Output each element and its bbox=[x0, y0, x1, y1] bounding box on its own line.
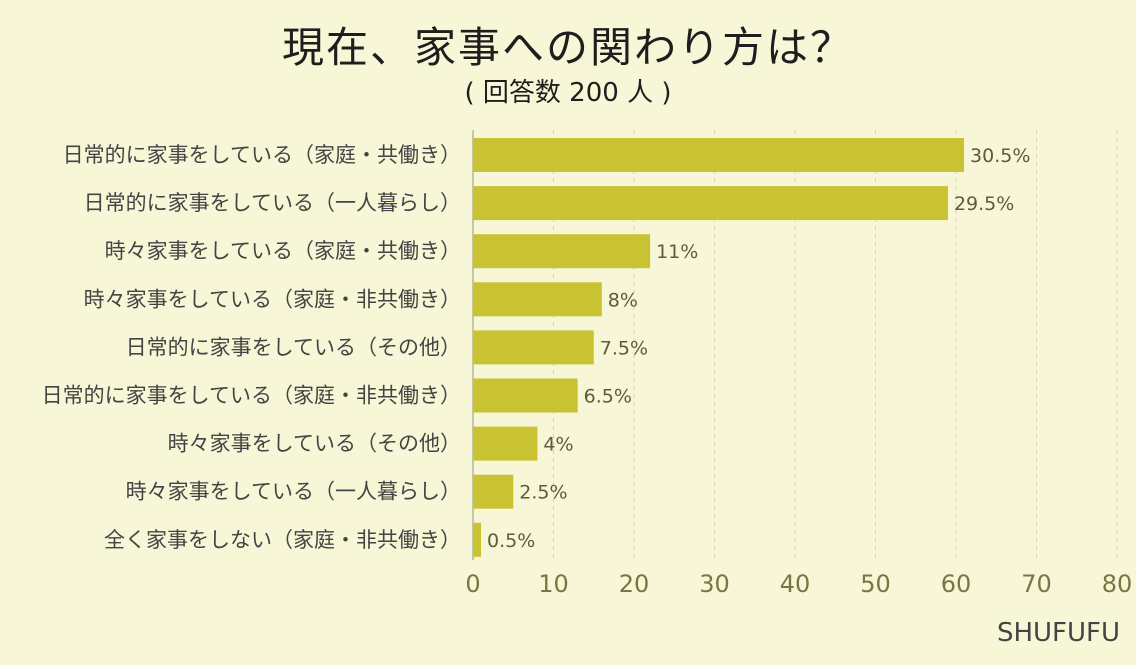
x-tick-label: 60 bbox=[941, 570, 972, 598]
data-label: 7.5% bbox=[600, 337, 648, 359]
category-label: 時々家事をしている（一人暮らし） bbox=[126, 480, 461, 504]
data-label: 11% bbox=[656, 241, 698, 263]
x-tick-label: 0 bbox=[465, 570, 480, 598]
x-tick-label: 30 bbox=[699, 570, 730, 598]
category-label: 時々家事をしている（その他） bbox=[168, 432, 461, 456]
bar bbox=[473, 378, 578, 413]
category-label: 時々家事をしている（家庭・非共働き） bbox=[84, 287, 461, 311]
category-label: 日常的に家事をしている（家庭・非共働き） bbox=[42, 384, 461, 408]
category-label: 日常的に家事をしている（その他） bbox=[126, 335, 461, 359]
bar bbox=[473, 186, 948, 221]
data-label: 8% bbox=[608, 289, 638, 311]
chart-title: 現在、家事への関わり方は？ bbox=[281, 23, 854, 72]
category-label: 全く家事をしない（家庭・非共働き） bbox=[104, 528, 461, 552]
bar bbox=[473, 474, 514, 509]
bar bbox=[473, 282, 602, 317]
chart-subtitle: ( 回答数 200 人 ) bbox=[464, 78, 672, 108]
data-label: 6.5% bbox=[584, 386, 632, 408]
bar bbox=[473, 330, 594, 365]
data-label: 29.5% bbox=[954, 193, 1014, 215]
category-label: 時々家事をしている（家庭・共働き） bbox=[105, 239, 461, 263]
x-tick-label: 20 bbox=[619, 570, 650, 598]
x-tick-label: 80 bbox=[1102, 570, 1133, 598]
x-tick-label: 50 bbox=[860, 570, 891, 598]
bar bbox=[473, 426, 538, 461]
bar bbox=[473, 522, 482, 557]
brand-logo-text: SHUFUFU bbox=[996, 618, 1120, 648]
x-tick-label: 10 bbox=[538, 570, 569, 598]
x-tick-label: 40 bbox=[780, 570, 811, 598]
data-label: 4% bbox=[543, 434, 573, 456]
bar bbox=[473, 138, 965, 172]
bar bbox=[473, 234, 651, 269]
data-label: 30.5% bbox=[970, 145, 1030, 167]
category-label: 日常的に家事をしている（一人暮らし） bbox=[84, 191, 461, 215]
category-label: 日常的に家事をしている（家庭・共働き） bbox=[63, 143, 461, 167]
x-tick-label: 70 bbox=[1021, 570, 1052, 598]
data-label: 0.5% bbox=[487, 530, 535, 552]
data-label: 2.5% bbox=[519, 482, 567, 504]
